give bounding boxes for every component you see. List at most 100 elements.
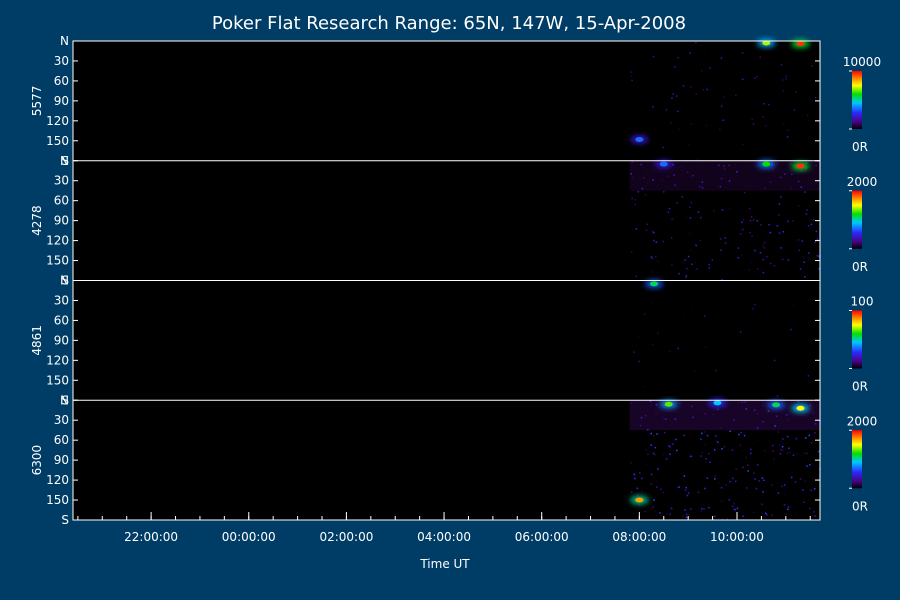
noise-point xyxy=(671,97,673,99)
noise-point xyxy=(714,449,716,451)
noise-point xyxy=(773,359,776,362)
colorbar xyxy=(852,430,862,489)
noise-point xyxy=(639,472,641,474)
noise-point xyxy=(721,500,723,502)
noise-point xyxy=(785,442,788,445)
noise-point xyxy=(761,477,764,479)
noise-point xyxy=(729,430,731,432)
noise-point xyxy=(778,214,780,216)
noise-point xyxy=(809,507,811,510)
noise-point xyxy=(657,332,659,334)
noise-point xyxy=(649,223,651,225)
noise-point xyxy=(682,262,684,264)
noise-point xyxy=(751,235,753,237)
noise-point xyxy=(772,507,774,509)
noise-point xyxy=(646,407,648,409)
noise-point xyxy=(718,482,720,484)
y-tick-label: S xyxy=(61,274,69,288)
noise-point xyxy=(753,219,755,221)
noise-point xyxy=(782,449,784,451)
noise-point xyxy=(764,449,766,452)
noise-point xyxy=(637,191,640,193)
noise-point xyxy=(789,517,791,520)
noise-point xyxy=(645,463,647,465)
noise-point xyxy=(750,452,752,455)
noise-point xyxy=(714,478,716,480)
noise-point xyxy=(787,259,790,261)
noise-point xyxy=(737,247,740,249)
noise-point xyxy=(797,239,800,241)
noise-point xyxy=(678,272,680,275)
noise-point xyxy=(756,412,759,415)
noise-point xyxy=(814,241,816,243)
noise-point xyxy=(715,435,717,437)
noise-point xyxy=(762,271,765,274)
noise-point xyxy=(662,146,664,149)
noise-point xyxy=(772,450,774,452)
x-axis: 22:00:00 00:00:00 02:00:00 04:00:00 06:00:00… xyxy=(77,512,811,544)
noise-point xyxy=(670,507,673,510)
noise-point xyxy=(768,223,770,226)
noise-point xyxy=(772,168,774,170)
noise-point xyxy=(733,421,736,423)
noise-point xyxy=(700,408,702,410)
x-tick-label: 00:00:00 xyxy=(222,530,276,544)
noise-point xyxy=(810,442,813,444)
noise-point xyxy=(702,88,704,91)
x-tick-label: 10:00:00 xyxy=(710,530,764,544)
noise-point xyxy=(704,443,707,446)
noise-point xyxy=(758,480,760,482)
noise-point xyxy=(686,494,689,497)
panel-noise xyxy=(633,301,810,397)
noise-point xyxy=(798,73,800,75)
noise-point xyxy=(686,171,689,174)
noise-point xyxy=(741,221,743,224)
noise-point xyxy=(797,180,800,183)
noise-point xyxy=(685,276,687,278)
noise-point xyxy=(694,370,696,372)
noise-point xyxy=(757,268,759,270)
colorbar-max-label: 2000 xyxy=(847,175,878,189)
noise-point xyxy=(723,168,726,170)
noise-point xyxy=(644,386,646,388)
noise-point xyxy=(745,456,747,459)
noise-point xyxy=(818,268,820,270)
noise-point xyxy=(818,256,820,258)
noise-point xyxy=(783,504,786,506)
hotspot-core xyxy=(659,161,668,167)
noise-point xyxy=(630,250,633,253)
y-tick-label: 60 xyxy=(54,433,69,447)
noise-point xyxy=(763,242,766,244)
colorbar xyxy=(852,71,862,129)
noise-point xyxy=(771,484,774,486)
noise-point xyxy=(641,187,644,190)
noise-point xyxy=(736,507,739,510)
noise-point xyxy=(807,225,810,227)
noise-point xyxy=(651,231,654,233)
noise-point xyxy=(670,218,673,220)
noise-point xyxy=(668,175,670,177)
colorbar-max-label: 10000 xyxy=(843,55,881,69)
noise-point xyxy=(652,162,655,164)
noise-point xyxy=(788,419,790,422)
noise-point xyxy=(787,220,789,223)
noise-point xyxy=(695,244,697,247)
noise-point xyxy=(709,265,711,268)
noise-point xyxy=(701,451,703,454)
noise-point xyxy=(789,193,792,196)
noise-point xyxy=(664,418,667,420)
noise-point xyxy=(738,433,740,436)
noise-point xyxy=(699,503,702,506)
noise-point xyxy=(684,316,686,318)
noise-point xyxy=(669,513,671,515)
noise-point xyxy=(640,266,643,268)
noise-point xyxy=(807,493,810,496)
noise-point xyxy=(705,346,707,348)
noise-point xyxy=(779,224,782,227)
noise-point xyxy=(721,448,723,450)
noise-point xyxy=(767,410,770,412)
noise-point xyxy=(792,304,795,307)
hotspot-core xyxy=(635,136,644,142)
